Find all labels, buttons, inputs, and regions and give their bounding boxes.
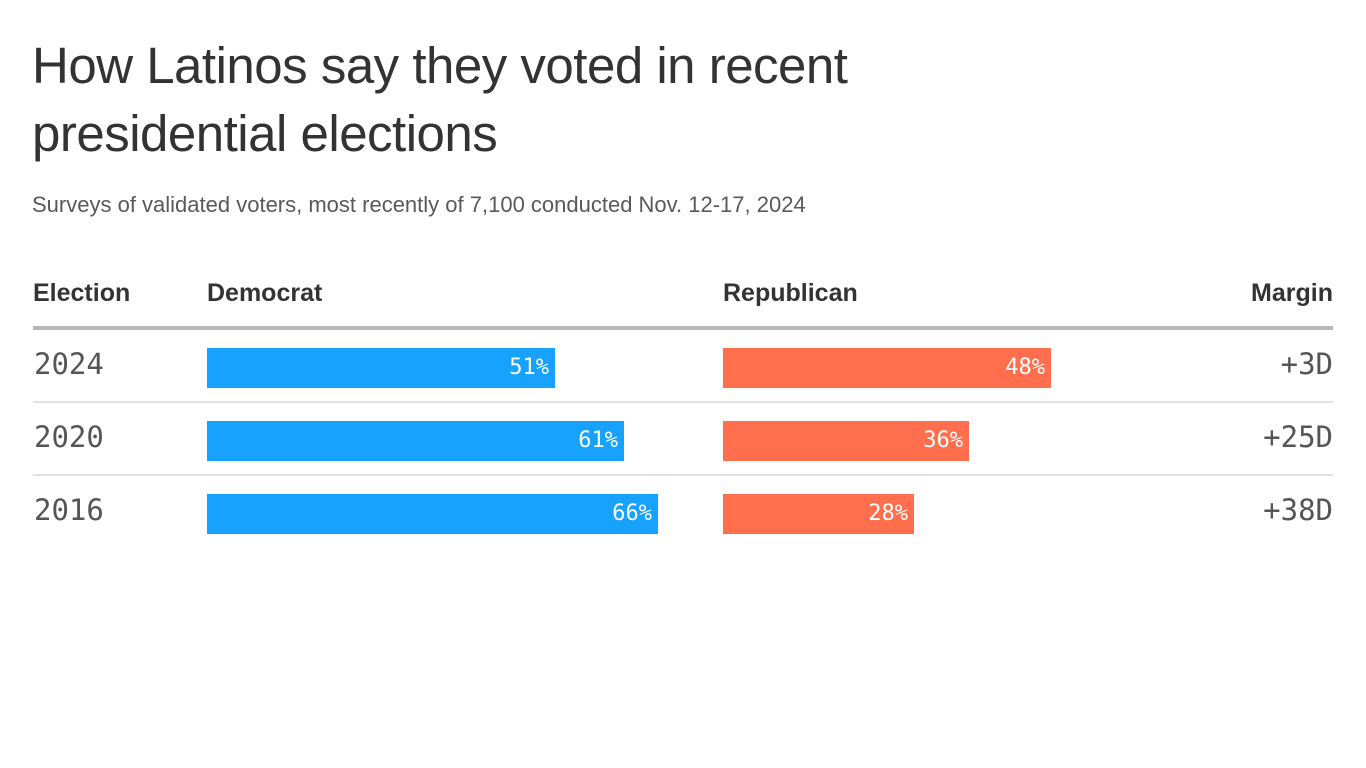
column-header-republican: Republican (723, 279, 858, 307)
row-divider (33, 474, 1333, 476)
democrat-bar: 61% (207, 421, 624, 461)
margin-value: +25D (1263, 420, 1333, 454)
republican-bar: 48% (723, 348, 1051, 388)
header-divider (33, 326, 1333, 330)
republican-bar: 28% (723, 494, 914, 534)
chart-subtitle: Surveys of validated voters, most recent… (32, 192, 806, 217)
republican-value-label: 28% (868, 501, 908, 526)
republican-value-label: 48% (1005, 355, 1045, 380)
column-header-margin: Margin (1251, 279, 1333, 307)
table-row: 2024 51% 48% +3D (33, 330, 1333, 403)
democrat-value-label: 51% (509, 355, 549, 380)
table-row: 2020 61% 36% +25D (33, 403, 1333, 476)
democrat-bar: 66% (207, 494, 658, 534)
table-row: 2016 66% 28% +38D (33, 476, 1333, 549)
chart-title: How Latinos say they voted in recent pre… (32, 37, 848, 162)
election-year-label: 2020 (34, 420, 104, 454)
republican-value-label: 36% (923, 428, 963, 453)
row-divider (33, 401, 1333, 403)
election-year-label: 2024 (34, 347, 104, 381)
republican-bar: 36% (723, 421, 969, 461)
election-year-label: 2016 (34, 493, 104, 527)
column-header-election: Election (33, 279, 131, 307)
column-header-democrat: Democrat (207, 279, 323, 307)
democrat-value-label: 61% (578, 428, 618, 453)
margin-value: +3D (1280, 347, 1333, 381)
democrat-bar: 51% (207, 348, 555, 388)
democrat-value-label: 66% (612, 501, 652, 526)
margin-value: +38D (1263, 493, 1333, 527)
